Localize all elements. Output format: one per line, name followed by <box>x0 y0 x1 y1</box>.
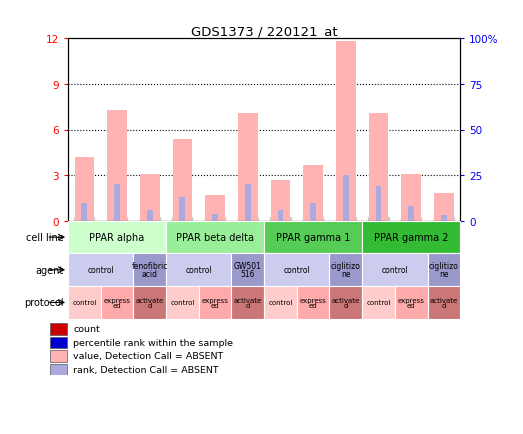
Bar <box>434 194 453 221</box>
Text: fenofibric
acid: fenofibric acid <box>131 262 168 279</box>
Bar <box>376 187 381 221</box>
Text: PPAR alpha: PPAR alpha <box>89 233 145 243</box>
Text: express
ed: express ed <box>398 297 425 309</box>
Bar <box>303 165 323 221</box>
Text: activate
d: activate d <box>332 297 360 309</box>
Bar <box>362 286 395 319</box>
Bar <box>264 254 329 286</box>
Text: activate
d: activate d <box>135 297 164 309</box>
Bar <box>199 286 231 319</box>
Text: protocol: protocol <box>25 298 64 308</box>
Text: express
ed: express ed <box>104 297 130 309</box>
Bar <box>329 254 362 286</box>
Text: ciglitizo
ne: ciglitizo ne <box>331 262 361 279</box>
Text: control: control <box>283 266 310 275</box>
Bar <box>50 350 67 362</box>
Text: cell line: cell line <box>26 233 64 243</box>
Bar <box>343 176 349 221</box>
Bar <box>441 216 447 221</box>
Bar <box>336 42 356 221</box>
Bar <box>74 158 94 221</box>
Text: control: control <box>268 300 293 306</box>
Text: activate
d: activate d <box>234 297 262 309</box>
Bar <box>179 197 185 221</box>
Bar <box>428 254 460 286</box>
Bar <box>173 139 192 221</box>
Text: control: control <box>170 300 195 306</box>
Bar <box>428 286 460 319</box>
Bar <box>50 323 67 335</box>
Text: express
ed: express ed <box>300 297 326 309</box>
Bar <box>329 286 362 319</box>
Bar <box>68 254 133 286</box>
Bar <box>166 254 231 286</box>
Bar <box>166 221 264 254</box>
Bar <box>238 113 257 221</box>
Bar <box>245 185 251 221</box>
Text: ciglitizo
ne: ciglitizo ne <box>429 262 459 279</box>
Bar <box>206 195 225 221</box>
Text: PPAR gamma 1: PPAR gamma 1 <box>276 233 350 243</box>
Text: value, Detection Call = ABSENT: value, Detection Call = ABSENT <box>73 352 223 361</box>
Bar <box>362 221 460 254</box>
Bar <box>310 203 316 221</box>
Bar <box>107 110 127 221</box>
Text: activate
d: activate d <box>430 297 458 309</box>
Bar <box>140 174 160 221</box>
Text: PPAR gamma 2: PPAR gamma 2 <box>374 233 448 243</box>
Text: GW501
516: GW501 516 <box>234 262 262 279</box>
Text: agent: agent <box>36 265 64 275</box>
Bar <box>297 286 329 319</box>
Bar <box>408 207 414 221</box>
Text: control: control <box>185 266 212 275</box>
Bar <box>264 286 297 319</box>
Bar <box>68 286 100 319</box>
Text: control: control <box>87 266 114 275</box>
Title: GDS1373 / 220121_at: GDS1373 / 220121_at <box>191 25 337 38</box>
Bar <box>68 221 166 254</box>
Bar <box>369 113 388 221</box>
Bar <box>278 210 283 221</box>
Bar <box>166 286 199 319</box>
Text: PPAR beta delta: PPAR beta delta <box>176 233 254 243</box>
Bar <box>147 210 153 221</box>
Bar <box>133 286 166 319</box>
Text: control: control <box>381 266 408 275</box>
Text: percentile rank within the sample: percentile rank within the sample <box>73 338 233 347</box>
Text: control: control <box>72 300 97 306</box>
Bar <box>402 174 421 221</box>
Bar <box>100 286 133 319</box>
Bar <box>395 286 428 319</box>
Bar <box>271 180 290 221</box>
Bar <box>50 364 67 375</box>
Bar <box>362 254 428 286</box>
Text: control: control <box>366 300 391 306</box>
Bar <box>264 221 362 254</box>
Bar <box>212 214 218 221</box>
Bar <box>50 337 67 349</box>
Bar <box>133 254 166 286</box>
Bar <box>82 203 87 221</box>
Text: count: count <box>73 325 100 334</box>
Text: express
ed: express ed <box>202 297 229 309</box>
Bar <box>231 286 264 319</box>
Text: rank, Detection Call = ABSENT: rank, Detection Call = ABSENT <box>73 365 219 374</box>
Bar <box>231 254 264 286</box>
Bar <box>114 185 120 221</box>
